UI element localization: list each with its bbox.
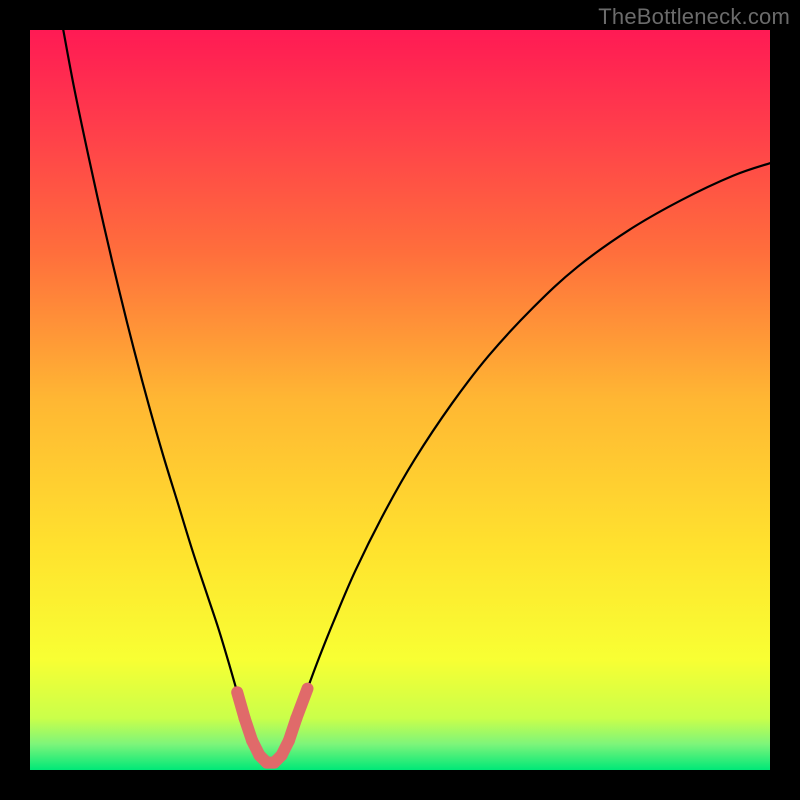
chart-frame: TheBottleneck.com [0,0,800,800]
watermark-label: TheBottleneck.com [598,4,790,30]
plot-background [30,30,770,770]
plot-area [30,30,770,770]
plot-svg [30,30,770,770]
